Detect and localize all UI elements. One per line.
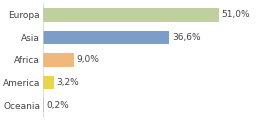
Text: 3,2%: 3,2% xyxy=(57,78,80,87)
Bar xyxy=(43,76,54,89)
Text: 0,2%: 0,2% xyxy=(46,101,69,110)
Bar xyxy=(43,98,44,112)
Bar xyxy=(43,53,74,67)
Bar xyxy=(43,8,219,22)
Bar xyxy=(43,31,169,44)
Text: 36,6%: 36,6% xyxy=(172,33,200,42)
Text: 9,0%: 9,0% xyxy=(77,55,100,64)
Text: 51,0%: 51,0% xyxy=(221,10,250,19)
